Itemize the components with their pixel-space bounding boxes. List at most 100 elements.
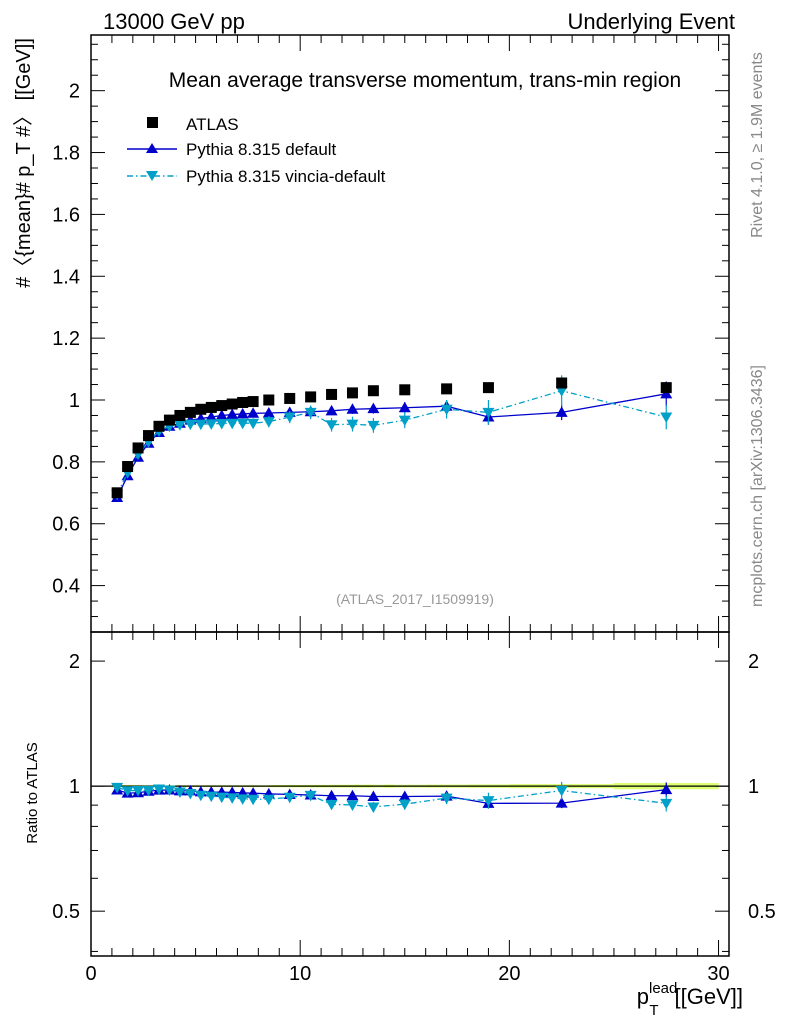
ratio-data-point xyxy=(262,794,275,806)
main-y-tick-label: 2 xyxy=(69,81,80,103)
header-right: Underlying Event xyxy=(567,9,735,34)
ratio-data-point xyxy=(142,785,155,797)
main-data-point xyxy=(194,419,207,431)
main-data-point xyxy=(346,387,358,399)
main-data-point xyxy=(174,409,186,421)
ratio-data-point xyxy=(482,796,495,807)
ratio-y-tick-label: 1 xyxy=(69,776,80,798)
main-data-point xyxy=(262,417,275,428)
ratio-data-point xyxy=(236,794,249,805)
main-data-point xyxy=(184,406,196,418)
rivet-version-text: Rivet 4.1.0, ≥ 1.9M events xyxy=(749,52,766,238)
ratio-data-point xyxy=(194,790,207,802)
x-tick-label: 0 xyxy=(85,963,96,985)
main-y-tick-label: 0.6 xyxy=(52,514,80,536)
ratio-data-point xyxy=(555,797,568,808)
main-data-point xyxy=(482,407,495,419)
legend-atlas-label: ATLAS xyxy=(186,115,239,134)
main-data-point xyxy=(660,382,672,394)
ratio-y-tick-label: 2 xyxy=(69,651,80,673)
ratio-data-point xyxy=(111,782,124,794)
legend-default-label: Pythia 8.315 default xyxy=(186,140,337,159)
analysis-watermark: (ATLAS_2017_I1509919) xyxy=(336,591,494,607)
ratio-y-tick-label: 0.5 xyxy=(52,901,80,923)
main-data-point xyxy=(325,404,338,416)
main-data-point xyxy=(205,401,217,413)
ratio-data-point xyxy=(367,802,380,813)
main-data-point xyxy=(284,392,296,404)
main-data-point xyxy=(205,419,218,430)
ratio-data-point xyxy=(132,786,145,797)
ratio-data-point xyxy=(325,789,338,801)
ratio-data-point xyxy=(367,790,380,802)
main-data-point xyxy=(441,383,453,395)
main-y-tick-label: 0.4 xyxy=(52,576,80,598)
main-data-point xyxy=(398,415,411,427)
main-data-point xyxy=(399,384,411,396)
main-data-point xyxy=(555,386,568,397)
main-y-tick-label: 1.4 xyxy=(52,266,80,288)
legend-vincia-label: Pythia 8.315 vincia-default xyxy=(186,167,386,186)
main-data-point xyxy=(184,419,197,431)
x-tick-label: 20 xyxy=(498,963,520,985)
main-y-tick-label: 1.2 xyxy=(52,328,80,350)
ratio-data-point xyxy=(304,790,317,802)
main-data-point xyxy=(236,407,249,419)
ratio-data-point xyxy=(325,799,338,811)
main-data-point xyxy=(262,406,275,418)
x-tick-label: 10 xyxy=(289,963,311,985)
main-data-point xyxy=(555,406,568,417)
main-data-point xyxy=(226,398,238,410)
main-data-point xyxy=(237,396,249,408)
main-data-point xyxy=(263,394,275,406)
main-data-point xyxy=(326,388,338,400)
main-series-layer xyxy=(111,375,673,502)
main-data-point xyxy=(236,418,249,430)
ratio-series-layer xyxy=(111,781,673,813)
main-panel: 0.4 0.6 0.8 1 1.2 1.4 1.6 1.8 2 Mean average tra… xyxy=(13,34,730,633)
ratio-frame xyxy=(90,631,730,957)
main-data-point xyxy=(367,402,380,414)
ratio-data-point xyxy=(205,791,218,803)
main-y-tick-label: 1.8 xyxy=(52,143,80,165)
ratio-data-point xyxy=(173,787,186,799)
main-data-point xyxy=(226,408,239,420)
main-data-point xyxy=(163,414,175,426)
ratio-data-point xyxy=(555,786,568,797)
ratio-data-point xyxy=(247,794,260,806)
ratio-y-tick-label-right: 2 xyxy=(748,651,759,673)
main-data-point xyxy=(367,385,379,397)
legend: ATLAS Pythia 8.315 default Pythia 8.315 … xyxy=(127,115,386,186)
main-data-point xyxy=(215,409,228,420)
main-data-point xyxy=(367,420,380,432)
ratio-data-point xyxy=(121,786,134,797)
ratio-band-layer xyxy=(91,783,729,790)
ratio-x-axis: 0 10 20 30 xyxy=(85,632,730,985)
main-data-point xyxy=(215,419,228,430)
main-data-point xyxy=(226,418,239,430)
main-x-ticks xyxy=(90,35,720,632)
main-data-point xyxy=(556,377,568,389)
main-data-point xyxy=(304,407,317,419)
main-data-point xyxy=(247,418,260,430)
ratio-data-point xyxy=(346,800,359,811)
main-data-point xyxy=(305,391,317,403)
main-data-point xyxy=(247,407,260,418)
legend-atlas-marker xyxy=(147,117,158,128)
x-tick-label: 30 xyxy=(707,963,729,985)
ratio-data-point xyxy=(398,799,411,811)
main-y-tick-label: 1 xyxy=(69,390,80,412)
ratio-y-tick-label-right: 1 xyxy=(748,776,759,798)
ratio-data-point xyxy=(660,783,673,795)
ratio-data-point xyxy=(184,788,197,800)
ratio-data-point xyxy=(215,792,228,804)
ratio-data-point xyxy=(152,784,165,796)
main-data-point xyxy=(660,412,673,424)
ratio-data-point xyxy=(660,798,673,810)
main-data-point xyxy=(132,442,144,454)
ratio-panel: 0.5 0.5 1 1 2 2 0 10 20 30 Ratio to ATLAS xyxy=(24,631,776,985)
header-left: 13000 GeV pp xyxy=(103,9,245,34)
main-data-point xyxy=(153,420,165,432)
chart-title: Mean average transverse momentum, trans-… xyxy=(169,69,681,92)
